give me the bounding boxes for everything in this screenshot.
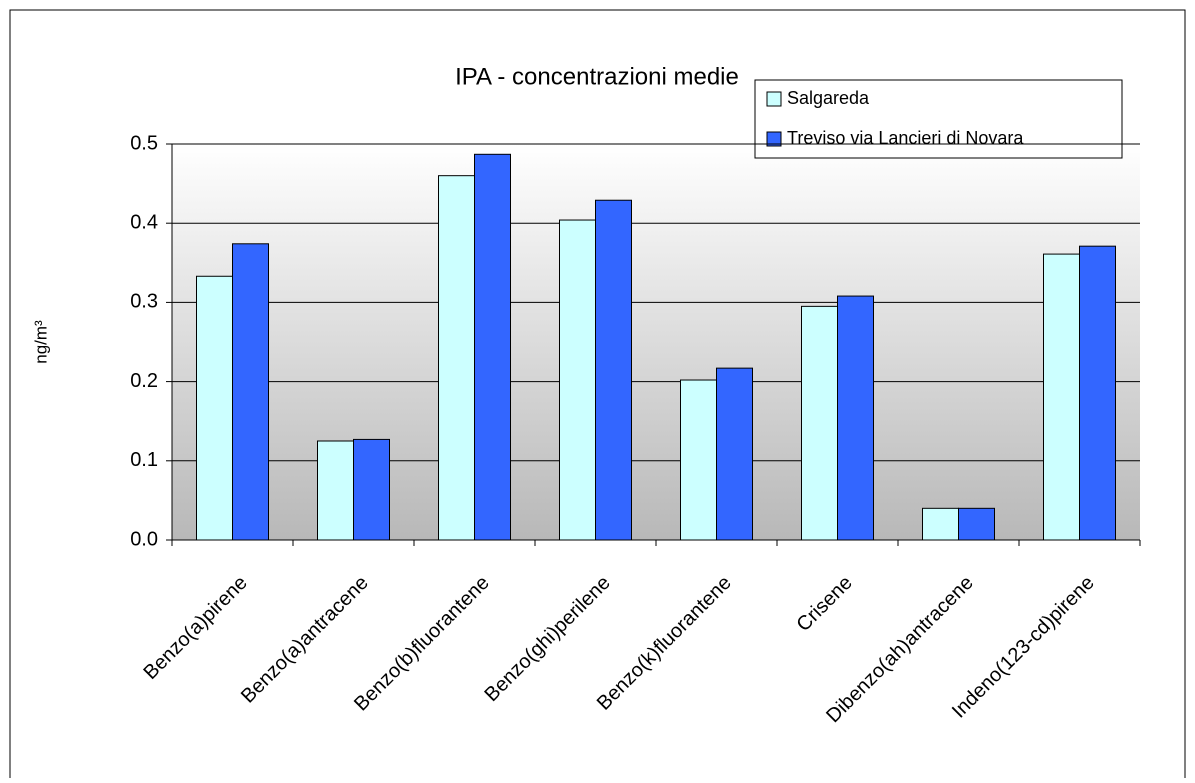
bar xyxy=(438,175,475,541)
bar xyxy=(317,440,354,541)
bar xyxy=(196,275,233,541)
legend-label: Salgareda xyxy=(787,88,870,108)
bar xyxy=(1079,245,1116,541)
y-tick-label: 0.4 xyxy=(130,211,158,233)
bar xyxy=(837,295,874,541)
legend: Salgareda Treviso via Lancieri di Novara xyxy=(754,79,1123,159)
bar xyxy=(801,305,838,541)
chart-title: IPA - concentrazioni medie xyxy=(455,63,739,90)
bar xyxy=(353,438,390,541)
bar xyxy=(474,153,511,541)
y-axis-label: ng/m³ xyxy=(31,320,50,364)
bar xyxy=(559,219,596,541)
y-tick-label: 0.2 xyxy=(130,370,158,392)
bar xyxy=(922,507,959,541)
y-tick-label: 0.5 xyxy=(130,132,158,154)
legend-swatch xyxy=(766,91,782,107)
bar xyxy=(958,507,995,541)
bar xyxy=(1043,253,1080,541)
y-tick-label: 0.0 xyxy=(130,528,158,550)
legend-box xyxy=(754,79,1123,159)
bar xyxy=(595,199,632,541)
bar xyxy=(716,367,753,541)
bar xyxy=(232,243,269,541)
y-tick-label: 0.3 xyxy=(130,291,158,313)
legend-swatch xyxy=(766,131,782,147)
y-tick-label: 0.1 xyxy=(130,449,158,471)
bar xyxy=(680,379,717,541)
legend-label: Treviso via Lancieri di Novara xyxy=(787,128,1024,148)
